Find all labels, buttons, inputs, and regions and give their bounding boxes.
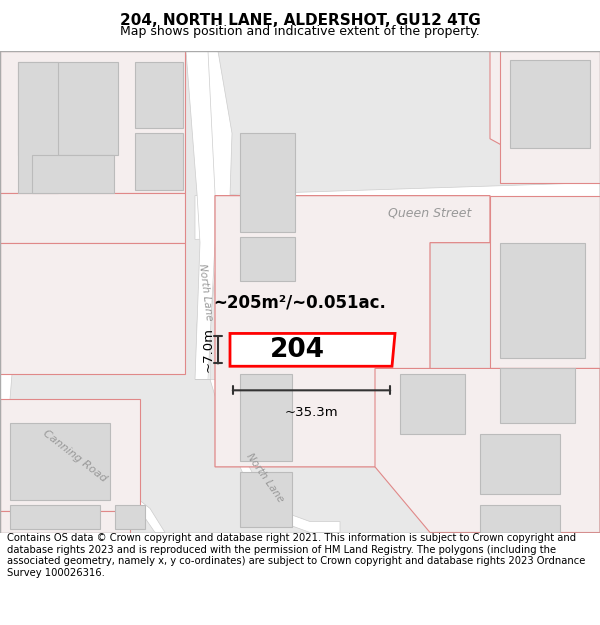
Polygon shape	[0, 374, 165, 532]
Polygon shape	[185, 51, 232, 379]
Bar	[115, 505, 145, 529]
Polygon shape	[195, 379, 340, 532]
Bar	[400, 374, 465, 434]
Text: ~35.3m: ~35.3m	[284, 406, 338, 419]
Polygon shape	[0, 51, 185, 194]
Bar	[32, 155, 114, 194]
Bar	[510, 60, 590, 148]
Bar	[18, 62, 118, 155]
Bar	[18, 62, 58, 194]
Polygon shape	[0, 511, 130, 532]
Text: 204: 204	[270, 337, 325, 363]
Bar	[500, 242, 585, 357]
Text: Contains OS data © Crown copyright and database right 2021. This information is : Contains OS data © Crown copyright and d…	[7, 533, 586, 578]
Polygon shape	[0, 194, 185, 242]
Text: North Lane: North Lane	[197, 262, 214, 321]
Text: ~7.0m: ~7.0m	[202, 328, 215, 372]
Bar	[10, 423, 110, 500]
Bar	[135, 62, 183, 128]
Text: 204, NORTH LANE, ALDERSHOT, GU12 4TG: 204, NORTH LANE, ALDERSHOT, GU12 4TG	[119, 12, 481, 28]
Bar	[240, 472, 292, 527]
Polygon shape	[490, 51, 600, 161]
Bar	[135, 133, 183, 190]
Polygon shape	[215, 196, 490, 467]
Bar	[480, 434, 560, 494]
Polygon shape	[230, 334, 395, 366]
Text: Canning Road: Canning Road	[41, 428, 109, 484]
Bar	[500, 368, 575, 423]
Polygon shape	[500, 51, 600, 182]
Bar	[480, 505, 560, 532]
Text: North Lane: North Lane	[244, 451, 286, 504]
Polygon shape	[0, 399, 140, 511]
Bar	[240, 237, 295, 281]
Polygon shape	[0, 242, 185, 374]
Bar	[240, 133, 295, 232]
Text: Map shows position and indicative extent of the property.: Map shows position and indicative extent…	[120, 26, 480, 39]
Bar	[240, 374, 292, 461]
Polygon shape	[186, 51, 215, 379]
Text: Queen Street: Queen Street	[388, 207, 472, 219]
Polygon shape	[195, 182, 600, 239]
Text: ~205m²/~0.051ac.: ~205m²/~0.051ac.	[214, 294, 386, 312]
Bar	[10, 505, 100, 529]
Polygon shape	[490, 196, 600, 368]
Polygon shape	[375, 368, 600, 532]
